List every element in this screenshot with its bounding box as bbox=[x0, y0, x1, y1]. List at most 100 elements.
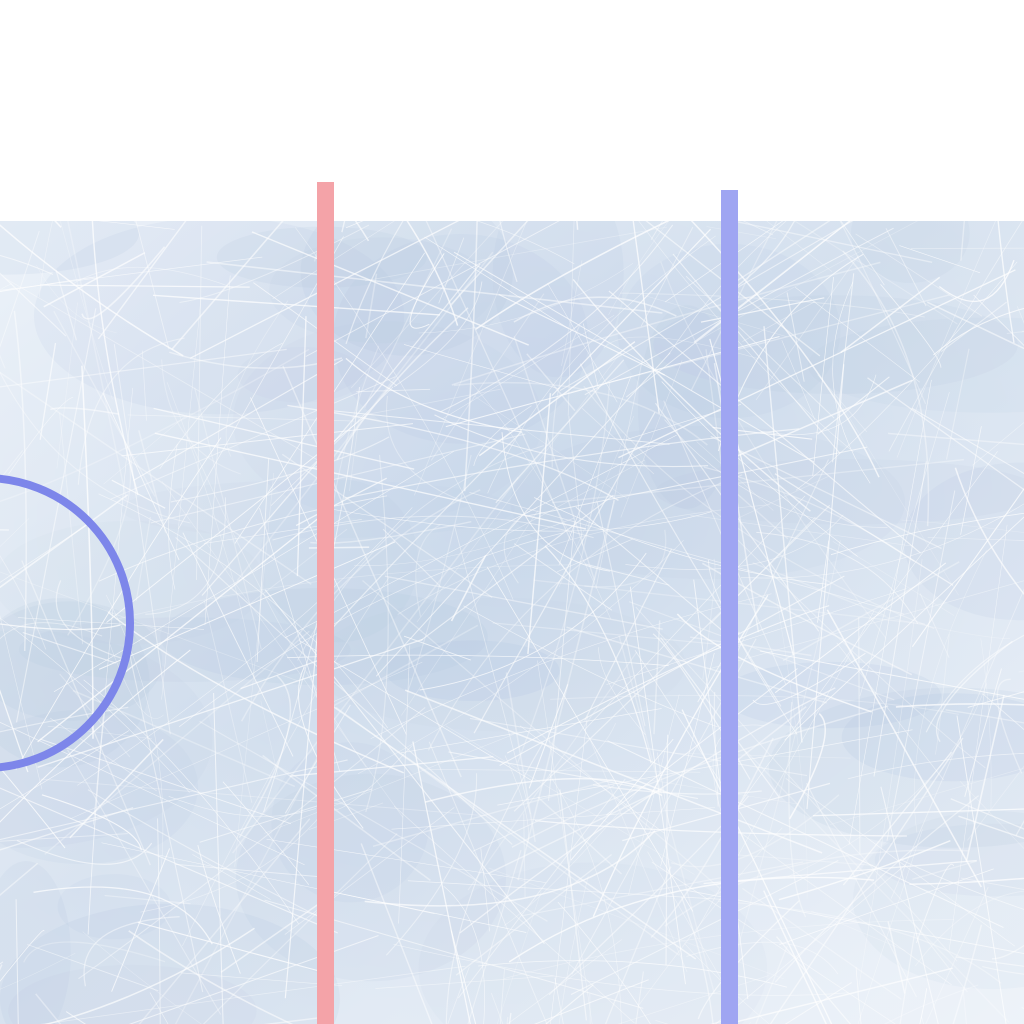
skate-scratch bbox=[231, 476, 519, 854]
skate-scratch bbox=[0, 494, 129, 589]
skate-scratch bbox=[0, 622, 103, 640]
skate-scratch bbox=[880, 786, 939, 1024]
skate-scratch bbox=[137, 921, 321, 972]
skate-scratch bbox=[15, 899, 19, 1024]
skate-scratch bbox=[492, 622, 740, 648]
skate-scratch bbox=[406, 221, 459, 326]
skate-scratch bbox=[386, 395, 468, 504]
skate-scratch bbox=[297, 666, 364, 829]
skate-scratch bbox=[945, 348, 970, 460]
skate-scratch bbox=[700, 221, 918, 340]
skate-scratch bbox=[36, 264, 117, 334]
skate-scratch bbox=[372, 778, 614, 848]
skate-scratch bbox=[316, 408, 670, 445]
skate-scratch bbox=[434, 414, 709, 468]
ice-mottle bbox=[236, 773, 506, 982]
skate-scratch bbox=[220, 902, 321, 973]
skate-scratch bbox=[463, 221, 478, 492]
skate-scratch bbox=[382, 528, 442, 588]
skate-scratch bbox=[364, 226, 667, 282]
skate-scratch bbox=[793, 221, 958, 325]
skate-scratch bbox=[890, 588, 1024, 899]
skate-scratch bbox=[40, 284, 250, 288]
skate-scratch bbox=[533, 979, 649, 1024]
red-line-top-segment bbox=[317, 182, 334, 222]
skate-scratch bbox=[651, 861, 896, 1024]
skate-scratch bbox=[742, 887, 902, 1000]
skate-scratch bbox=[327, 508, 712, 532]
skate-scratch bbox=[763, 326, 803, 743]
skate-scratch bbox=[980, 638, 992, 811]
skate-scratch bbox=[365, 273, 378, 339]
ice-mottle bbox=[853, 810, 1024, 990]
skate-scratch bbox=[364, 830, 656, 907]
skate-scratch bbox=[40, 778, 485, 817]
skate-scratch bbox=[111, 479, 166, 509]
skate-scratch bbox=[496, 891, 542, 1024]
skate-scratch bbox=[287, 404, 619, 502]
skate-scratch bbox=[782, 561, 960, 662]
skate-scratch bbox=[513, 504, 831, 812]
skate-scratch bbox=[912, 922, 968, 993]
skate-scratch bbox=[817, 376, 890, 435]
skate-scratch bbox=[407, 454, 472, 693]
skate-scratch bbox=[70, 661, 423, 820]
skate-scratch bbox=[67, 221, 128, 500]
skate-scratch bbox=[857, 829, 923, 1024]
skate-scratch bbox=[864, 611, 1010, 639]
skate-scratch bbox=[196, 225, 203, 581]
skate-scratch bbox=[0, 833, 128, 842]
skate-scratch bbox=[508, 876, 875, 963]
skate-scratch bbox=[213, 692, 224, 1024]
skate-scratch bbox=[467, 849, 522, 1024]
skate-scratches bbox=[0, 221, 1024, 1024]
skate-scratch bbox=[154, 432, 587, 530]
skate-scratch bbox=[680, 896, 714, 1024]
skate-scratch bbox=[784, 516, 1024, 741]
skate-scratch bbox=[795, 286, 921, 383]
skate-scratch bbox=[972, 422, 1024, 466]
skate-scratch bbox=[934, 633, 950, 755]
skate-scratch bbox=[910, 247, 1024, 250]
skate-scratch bbox=[660, 637, 780, 798]
skate-scratch bbox=[965, 694, 1005, 863]
skate-scratch bbox=[769, 737, 964, 1024]
skate-scratch bbox=[583, 495, 806, 731]
skate-scratch bbox=[724, 540, 841, 993]
skate-scratch bbox=[547, 283, 618, 403]
skate-scratch bbox=[506, 605, 830, 754]
skate-scratch bbox=[774, 562, 947, 694]
ice-mottle bbox=[385, 640, 560, 701]
skate-scratch bbox=[168, 795, 317, 817]
skate-scratch bbox=[811, 910, 906, 951]
skate-scratch bbox=[842, 751, 953, 886]
skate-scratch bbox=[471, 383, 612, 620]
skate-scratch bbox=[727, 476, 829, 524]
skate-scratch bbox=[534, 497, 829, 585]
skate-scratch bbox=[55, 269, 78, 341]
skate-scratch bbox=[295, 477, 387, 527]
skate-scratch bbox=[113, 344, 171, 735]
skate-scratch bbox=[693, 579, 749, 1000]
skate-scratch bbox=[197, 844, 241, 974]
skate-scratch bbox=[135, 516, 151, 601]
skate-scratch bbox=[582, 323, 599, 390]
skate-scratch bbox=[766, 221, 833, 272]
skate-scratch bbox=[128, 934, 379, 1024]
skate-scratch bbox=[779, 868, 994, 945]
skate-scratch bbox=[887, 921, 906, 994]
skate-scratch bbox=[204, 275, 231, 626]
skate-scratch bbox=[153, 407, 415, 470]
ice-mottle bbox=[721, 661, 941, 729]
skate-scratch bbox=[899, 933, 916, 1024]
skate-scratch bbox=[589, 993, 591, 1024]
skate-scratch bbox=[973, 294, 1024, 346]
skate-scratch bbox=[784, 982, 852, 1024]
skate-scratch bbox=[706, 226, 776, 239]
skate-scratch bbox=[581, 407, 655, 475]
skate-scratch bbox=[913, 550, 987, 833]
skate-scratch bbox=[759, 650, 1024, 700]
skate-scratch bbox=[427, 768, 701, 773]
skate-scratch bbox=[781, 340, 816, 420]
skate-scratch bbox=[121, 423, 414, 457]
